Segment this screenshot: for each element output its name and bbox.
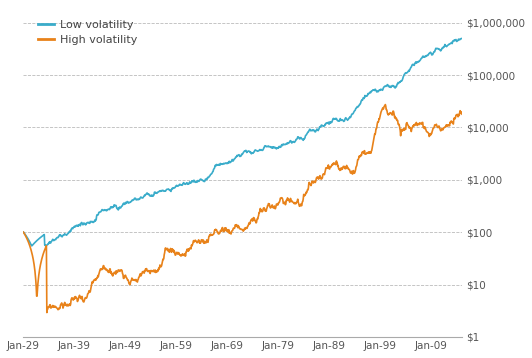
Legend: Low volatility, High volatility: Low volatility, High volatility [34, 16, 142, 49]
